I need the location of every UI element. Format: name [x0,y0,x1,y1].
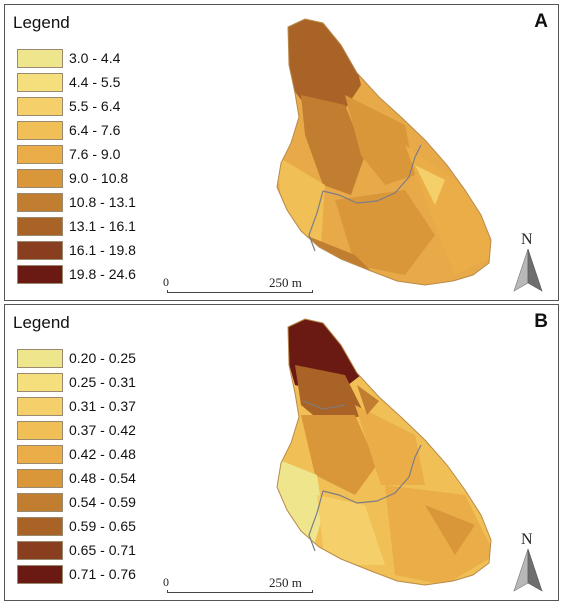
watershed-fill-a [277,19,491,285]
watershed-fill-b [277,319,491,585]
legend-label: 0.65 - 0.71 [69,542,136,558]
scale-distance-label: 250 m [269,275,302,290]
legend-label: 9.0 - 10.8 [69,170,129,186]
legend-swatch [17,373,63,392]
legend-swatch [17,565,63,584]
legend-swatch [17,397,63,416]
scale-line [167,590,313,593]
legend-swatch [17,145,63,164]
legend-swatch [17,193,63,212]
north-label: N [521,231,533,248]
legend-swatch [17,49,63,68]
legend-label: 0.25 - 0.31 [69,374,136,390]
legend-swatch [17,541,63,560]
drainage-line-a [322,144,422,204]
north-arrow: N [510,231,550,295]
drainage-branch-b [308,490,324,552]
legend-swatch [17,97,63,116]
legend-swatch [17,517,63,536]
legend-label: 0.48 - 0.54 [69,470,136,486]
north-arrow-icon [513,248,543,292]
legend-swatch [17,421,63,440]
legend-label: 5.5 - 6.4 [69,98,121,114]
legend-swatch [17,265,63,284]
drainage-branch-a [308,190,324,252]
legend-label: 4.4 - 5.5 [69,74,121,90]
north-arrow: N [510,531,550,595]
legend-label: 10.8 - 13.1 [69,194,136,210]
legend-swatch [17,121,63,140]
scale-zero-label: 0 [163,575,169,589]
legend-label: 0.20 - 0.25 [69,350,136,366]
legend-label: 0.37 - 0.42 [69,422,136,438]
scale-distance-label: 250 m [269,575,302,590]
legend-swatch [17,169,63,188]
legend-swatch [17,469,63,488]
legend-label: 19.8 - 24.6 [69,266,136,282]
legend-title: Legend [13,13,70,32]
legend-swatch [17,73,63,92]
legend-label: 16.1 - 19.8 [69,242,136,258]
map-panel-b: Legend B 0.20 - 0.25 0.25 - 0.31 0.31 - 0.… [4,304,559,601]
watershed-map-b [276,318,492,586]
scale-bar: 0 250 m [161,575,321,595]
legend-swatch [17,349,63,368]
watershed-map-a [276,18,492,286]
legend-label: 0.54 - 0.59 [69,494,136,510]
legend-swatch [17,493,63,512]
drainage-line-b [322,444,422,504]
legend-label: 0.31 - 0.37 [69,398,136,414]
north-arrow-icon [513,548,543,592]
legend-label: 13.1 - 16.1 [69,218,136,234]
legend-title: Legend [13,313,70,332]
legend-swatch [17,445,63,464]
map-panel-a: Legend A 3.0 - 4.4 4.4 - 5.5 5.5 - 6.4 6.4 … [4,4,559,301]
legend-label: 3.0 - 4.4 [69,50,121,66]
drainage-upper-b [302,400,346,410]
legend-label: 6.4 - 7.6 [69,122,121,138]
legend-label: 0.59 - 0.65 [69,518,136,534]
legend-swatch [17,241,63,260]
scale-zero-label: 0 [163,275,169,289]
legend-label: 7.6 - 9.0 [69,146,121,162]
north-label: N [521,531,533,548]
legend-label: 0.71 - 0.76 [69,566,136,582]
scale-bar: 0 250 m [161,275,321,295]
scale-line [167,290,313,293]
panel-label: A [534,11,548,32]
legend-label: 0.42 - 0.48 [69,446,136,462]
panel-label: B [534,311,548,332]
legend-swatch [17,217,63,236]
